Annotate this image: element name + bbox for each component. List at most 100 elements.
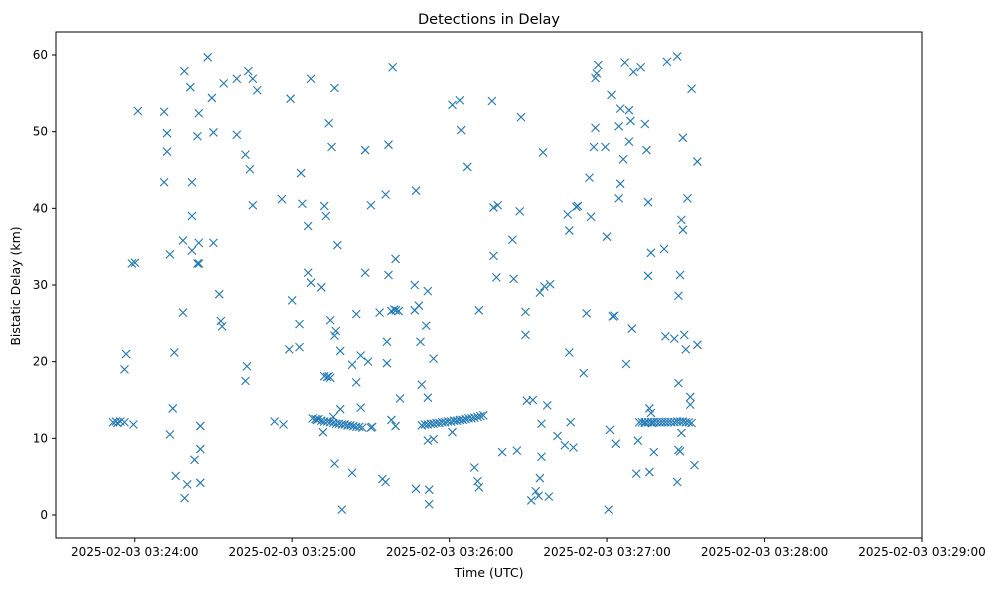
data-point-marker [129, 420, 138, 429]
data-point-marker [120, 417, 129, 427]
data-point-marker [621, 359, 631, 369]
data-point-marker [692, 340, 702, 350]
data-point-marker [467, 414, 476, 423]
data-point-marker [165, 430, 175, 439]
data-point-marker [687, 418, 696, 428]
data-point-marker [469, 413, 479, 423]
data-point-marker [314, 414, 323, 424]
data-point-marker [354, 422, 364, 432]
y-tick-label: 0 [40, 508, 48, 522]
data-point-marker [644, 467, 654, 477]
data-point-marker [421, 321, 431, 331]
data-point-marker [676, 428, 686, 438]
data-point-marker [542, 400, 552, 410]
x-tick-label: 2025-02-03 03:28:00 [701, 545, 828, 559]
data-point-marker [515, 207, 525, 216]
data-point-marker [130, 258, 140, 268]
data-point-marker [538, 147, 548, 157]
data-point-marker [245, 164, 255, 174]
y-axis-label: Bistatic Delay (km) [8, 226, 23, 345]
data-point-marker [277, 194, 287, 204]
data-point-marker [692, 157, 702, 166]
data-point-marker [319, 371, 329, 381]
data-point-marker [327, 142, 336, 152]
data-point-marker [589, 142, 599, 152]
y-tick-label: 20 [33, 355, 48, 369]
plot-frame [55, 31, 923, 539]
data-point-marker [429, 434, 439, 444]
data-point-marker [535, 288, 545, 298]
data-point-marker [573, 201, 583, 211]
data-point-marker [321, 211, 331, 221]
data-point-marker [347, 360, 357, 370]
data-point-marker [252, 85, 262, 95]
data-point-marker [216, 316, 226, 326]
data-point-marker [601, 142, 610, 152]
data-point-marker [331, 326, 341, 336]
data-point-marker [411, 186, 421, 196]
data-point-marker [424, 499, 434, 509]
data-point-marker [182, 479, 192, 489]
data-point-marker [610, 311, 619, 321]
data-point-marker [330, 83, 339, 93]
y-tick-label: 40 [33, 201, 48, 215]
data-point-marker [585, 173, 594, 183]
data-point-marker [423, 286, 433, 296]
data-point-marker [539, 282, 549, 291]
data-point-marker [382, 358, 392, 368]
data-point-marker [219, 78, 229, 88]
data-point-marker [545, 279, 555, 289]
data-point-marker [179, 66, 189, 76]
data-point-marker [120, 364, 129, 374]
y-tick-label: 10 [33, 431, 48, 445]
data-point-marker [193, 131, 202, 141]
data-point-marker [685, 392, 695, 402]
data-point-marker [611, 439, 621, 449]
data-point-marker [642, 145, 651, 155]
data-point-marker [381, 477, 390, 487]
data-point-marker [660, 331, 670, 341]
data-point-marker [646, 408, 656, 418]
data-point-marker [644, 404, 654, 413]
data-point-marker [165, 249, 175, 259]
data-point-marker [187, 211, 197, 221]
data-point-marker [214, 289, 224, 299]
data-point-marker [646, 248, 656, 258]
data-point-marker [417, 380, 427, 390]
data-point-marker [423, 393, 433, 403]
data-point-marker [531, 486, 541, 496]
data-point-marker [384, 140, 393, 150]
data-point-marker [474, 305, 484, 315]
data-point-marker [168, 404, 178, 413]
data-point-marker [159, 177, 169, 187]
data-point-marker [381, 190, 390, 199]
data-point-marker [615, 179, 625, 189]
data-point-marker [325, 373, 335, 383]
data-point-marker [325, 417, 335, 427]
data-point-marker [649, 447, 659, 457]
data-point-marker [121, 349, 131, 359]
data-point-marker [678, 133, 688, 143]
data-point-marker [306, 278, 316, 288]
data-point-marker [614, 193, 624, 203]
data-point-marker [563, 210, 573, 219]
data-point-marker [391, 305, 401, 315]
data-point-marker [363, 357, 373, 367]
data-point-marker [388, 62, 398, 72]
data-point-marker [631, 469, 641, 478]
data-point-marker [662, 57, 672, 67]
data-point-marker [366, 200, 376, 210]
data-point-marker [159, 107, 169, 117]
data-point-marker [566, 417, 576, 427]
chart-title: Detections in Delay [418, 12, 560, 28]
data-point-marker [319, 201, 329, 211]
x-tick-label: 2025-02-03 03:24:00 [71, 545, 198, 559]
data-point-marker [690, 460, 699, 470]
data-point-marker [493, 200, 503, 210]
data-points [108, 52, 702, 515]
data-point-marker [367, 422, 377, 432]
data-point-marker [423, 436, 433, 446]
data-point-marker [643, 197, 653, 207]
